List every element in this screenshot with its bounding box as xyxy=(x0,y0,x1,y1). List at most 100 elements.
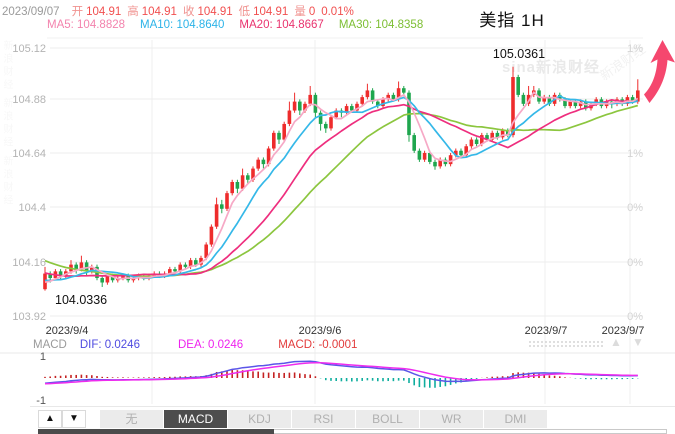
candle-body xyxy=(58,271,63,276)
candle-body xyxy=(506,130,510,136)
candle-body xyxy=(230,182,234,194)
candle-body xyxy=(183,264,188,267)
price-axis-label: 104.64 xyxy=(12,148,46,160)
ma5-legend: MA5: 104.8828 xyxy=(47,19,126,31)
indicator-tabbar: ▲ ▼ 无 MACD KDJ RSI BOLL WR DMI xyxy=(0,410,675,428)
candle-body xyxy=(386,94,390,100)
ma10-legend: MA10: 104.8640 xyxy=(140,19,225,31)
candle-body xyxy=(511,77,515,136)
candle-body xyxy=(350,106,354,111)
candle-body xyxy=(188,260,193,267)
candle-body xyxy=(303,103,307,111)
candle-body xyxy=(204,244,208,258)
ohlc-header: 2023/09/07 开 104.91 高 104.91 收 104.91 低 104.91 量 0… xyxy=(2,3,354,19)
candle-body xyxy=(443,159,448,165)
candle-body xyxy=(251,168,255,180)
candle-body xyxy=(542,97,546,102)
ma20-legend: MA20: 104.8667 xyxy=(239,19,324,31)
candle-body xyxy=(282,123,286,140)
candle-body xyxy=(433,161,437,167)
percent-axis-label: 0% xyxy=(627,202,643,214)
candle-body xyxy=(521,94,526,104)
candle-body xyxy=(526,94,531,104)
candle-body xyxy=(168,269,172,274)
candle-body xyxy=(422,152,427,160)
candle-body xyxy=(464,146,468,156)
macd-axis-bottom-label: -1 xyxy=(36,395,46,407)
candle-body xyxy=(396,88,401,100)
candle-body xyxy=(105,275,110,283)
candle-body xyxy=(209,226,214,245)
candle-body xyxy=(298,101,302,111)
ma5-line xyxy=(44,91,639,283)
candle-body xyxy=(402,88,406,93)
candle-body xyxy=(360,97,364,104)
candle-body xyxy=(344,106,349,113)
indicator-tab-dmi[interactable]: DMI xyxy=(484,410,547,428)
ohlc-label: 收 xyxy=(182,6,195,18)
candle-body xyxy=(469,139,474,147)
ohlc-label: 低 xyxy=(238,6,251,18)
candle-body xyxy=(48,273,52,279)
ohlc-value: 104.91 xyxy=(86,6,122,18)
candle-body xyxy=(355,103,359,111)
candle-body xyxy=(480,135,484,145)
h-scrollbar-thumb[interactable] xyxy=(38,429,274,434)
candle-body xyxy=(261,159,266,165)
candle-body xyxy=(563,99,567,107)
candle-body xyxy=(220,204,224,209)
candle-body xyxy=(199,257,203,265)
pane-collapse-down-icon[interactable]: ▼ xyxy=(632,335,644,349)
quote-date: 2023/09/07 xyxy=(2,6,60,18)
indicator-tab-kdj[interactable]: KDJ xyxy=(228,410,291,428)
ohlc-label: 开 xyxy=(71,6,84,18)
candle-body xyxy=(636,90,640,102)
candle-body xyxy=(121,275,125,279)
candle-body xyxy=(173,269,177,272)
candle-body xyxy=(474,139,479,145)
next-indicator-button[interactable]: ▼ xyxy=(62,410,86,428)
price-axis-label: 104.88 xyxy=(12,94,46,106)
candle-body xyxy=(318,112,323,124)
candle-body xyxy=(272,132,276,149)
dea-line xyxy=(44,361,638,385)
prev-indicator-button[interactable]: ▲ xyxy=(38,410,62,428)
candle-body xyxy=(412,135,416,151)
macd-legend-item: DIF: 0.0246 xyxy=(79,339,140,351)
macd-legend-item: MACD: -0.0001 xyxy=(278,339,358,351)
candle-body xyxy=(235,182,240,189)
pane-drag-handle[interactable] xyxy=(528,340,604,348)
candle-body xyxy=(313,94,318,113)
indicator-tab-macd[interactable]: MACD xyxy=(164,410,227,428)
candle-body xyxy=(365,90,370,98)
candle-body xyxy=(370,90,375,102)
indicator-tab-rsi[interactable]: RSI xyxy=(292,410,355,428)
candle-body xyxy=(90,266,94,272)
candle-body xyxy=(376,101,380,107)
macd-legend-item: DEA: 0.0246 xyxy=(177,339,244,351)
ohlc-label: 高 xyxy=(127,6,139,18)
candle-body xyxy=(454,150,458,156)
ma30-legend: MA30: 104.8358 xyxy=(338,19,424,31)
candle-body xyxy=(438,159,442,167)
left-edge-watermark: 新浪财经 新浪财经 新浪财经 xyxy=(1,40,12,208)
candle-body xyxy=(547,97,552,104)
percent-axis-label: 1% xyxy=(627,43,643,55)
candle-body xyxy=(630,97,635,102)
date-axis-label: 2023/9/4 xyxy=(46,325,89,337)
candle-body xyxy=(381,99,385,107)
pane-collapse-up-icon[interactable]: ▲ xyxy=(610,335,622,349)
candle-body xyxy=(178,264,182,272)
ohlc-value: 0 xyxy=(308,6,316,18)
indicator-tab-无[interactable]: 无 xyxy=(100,410,163,428)
indicator-tab-wr[interactable]: WR xyxy=(420,410,483,428)
candle-body xyxy=(256,159,260,169)
ma20-line xyxy=(44,98,638,277)
ohlc-label: 量 xyxy=(294,6,306,18)
candle-body xyxy=(578,101,583,107)
candle-body xyxy=(568,101,572,107)
indicator-tab-boll[interactable]: BOLL xyxy=(356,410,419,428)
macd-axis-top-label: 1 xyxy=(40,351,46,363)
candle-body xyxy=(594,99,598,104)
